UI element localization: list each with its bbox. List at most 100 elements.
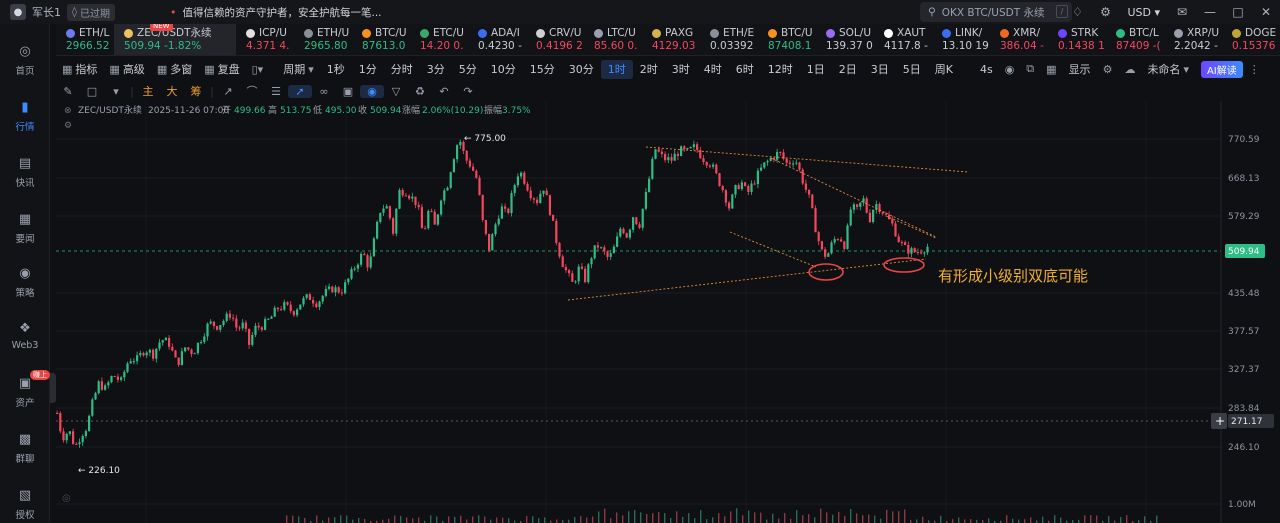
dropdown-icon[interactable]: ▾ [113, 84, 119, 98]
ticker-item[interactable]: BTC/U 87408.1 [758, 24, 816, 55]
sidebar-item-strategy[interactable]: ◉ 策略 [0, 266, 50, 299]
ticker-item[interactable]: XAUT 4117.8 - [874, 24, 932, 55]
trash-icon[interactable]: ♻ [415, 84, 425, 98]
crosshair-add-button[interactable] [1211, 413, 1227, 429]
candlestick-chart[interactable]: ⊗ ZEC/USDT永续 2025-11-26 07:00 开 499.66 高… [56, 101, 1280, 523]
period-option[interactable]: 2日 [838, 63, 857, 76]
candle-type-button[interactable]: ▯▾ [246, 63, 270, 76]
undo-icon[interactable]: ↶ [439, 84, 449, 98]
period-option[interactable]: 12时 [767, 63, 793, 76]
period-option[interactable]: 分时 [390, 63, 413, 76]
eye-icon[interactable]: ◉ [360, 84, 384, 98]
ticker-item[interactable]: ETH/U 2965.80 [294, 24, 352, 55]
display-button[interactable]: 显示 [1063, 61, 1097, 77]
ticker-item[interactable]: LINK/13.10 19 [932, 24, 990, 55]
annotation-text[interactable]: 有形成小级别双底可能 [938, 267, 1088, 285]
trendline[interactable] [729, 231, 817, 268]
period-option[interactable]: 4时 [703, 63, 722, 76]
cursor-icon[interactable]: ↗ [223, 84, 233, 98]
ai-interpret-button[interactable]: AI解读 [1200, 60, 1243, 78]
ticker-item[interactable]: PAXG 4129.03 [642, 24, 700, 55]
indicators-button[interactable]: ▦ 指标 [56, 61, 103, 77]
sidebar-item-market[interactable]: ▮ 行情 [0, 100, 50, 133]
period-option[interactable]: 3分 [426, 63, 445, 76]
ruler-icon[interactable]: ☰ [271, 84, 281, 98]
lock-icon[interactable]: ▣ [342, 84, 354, 98]
period-option[interactable]: 10分 [490, 63, 516, 76]
currency-select[interactable]: USD ▾ [1119, 6, 1168, 19]
ticker-item[interactable]: BTC/L 87409 -( [1106, 24, 1164, 55]
fullscreen-icon[interactable]: ⧉ [1026, 62, 1035, 75]
collapse-icon[interactable]: ⊗ [64, 106, 72, 116]
advanced-button[interactable]: ▦ 高级 [103, 61, 150, 77]
camera-icon[interactable]: ◉ [1004, 62, 1015, 76]
ticker-item[interactable]: SOL/U 139.37 0 [816, 24, 874, 55]
trendline[interactable] [885, 215, 937, 239]
bell-icon[interactable]: ♢ [1072, 5, 1083, 19]
ticker-item[interactable]: NEW ZEC/USDT永续 509.94 -1.82% [114, 24, 236, 55]
expired-badge[interactable]: ◊ 已过期 [67, 3, 115, 21]
period-option[interactable]: 3时 [671, 63, 690, 76]
chart-collapse-icon[interactable]: ◎ [62, 493, 71, 504]
search-input[interactable]: OKX BTC/USDT 永续 [941, 6, 1045, 19]
settings-icon[interactable]: ⚙ [1100, 5, 1111, 19]
period-option[interactable]: 5日 [902, 63, 921, 76]
magnet-icon[interactable]: ⌒ [246, 85, 258, 98]
seconds-label[interactable]: 4s [979, 62, 993, 76]
search-box[interactable]: ⚲ OKX BTC/USDT 永续 / [920, 2, 1072, 22]
chips-icon[interactable]: 筹 [190, 85, 202, 98]
trendline[interactable] [770, 157, 937, 238]
chart-area[interactable]: ⊗ ZEC/USDT永续 2025-11-26 07:00 开 499.66 高… [56, 101, 1280, 523]
period-option[interactable]: 1秒 [326, 63, 345, 76]
trendline-icon[interactable]: ➚ [288, 84, 312, 98]
sidebar-item-flash[interactable]: ▤ 快讯 [0, 156, 50, 189]
layout-name-dropdown[interactable]: 未命名 ▾ [1141, 61, 1195, 77]
double-bottom-circle-right[interactable] [883, 257, 925, 273]
period-option[interactable]: 2时 [639, 63, 658, 76]
ticker-item[interactable]: ETC/U 14.20 0. [410, 24, 468, 55]
cloud-icon[interactable]: ☁ [1124, 62, 1136, 76]
sidebar-item-headlines[interactable]: ▦ 要闻 [0, 212, 50, 245]
period-option[interactable]: 1日 [806, 63, 825, 76]
period-option[interactable]: 1时 [600, 59, 633, 79]
user-area[interactable]: ● 军长1 ◊ 已过期 [0, 3, 170, 21]
period-option[interactable]: 5分 [458, 63, 477, 76]
ticker-item[interactable]: STRK 0.1438 1 [1048, 24, 1106, 55]
sidebar-item-assets[interactable]: 赚上 ▣ 资产 [0, 370, 50, 409]
period-dropdown[interactable]: 周期 ▾ [277, 61, 320, 77]
trendline[interactable] [567, 258, 927, 301]
period-option[interactable]: 30分 [568, 63, 594, 76]
link-icon[interactable]: ∞ [319, 84, 329, 98]
ticker-item[interactable]: ETH/E 0.03392 [700, 24, 758, 55]
main-force-icon[interactable]: 主 [142, 85, 154, 98]
period-option[interactable]: 15分 [529, 63, 555, 76]
avatar[interactable]: ● [10, 4, 26, 20]
chart-settings-icon[interactable]: ⚙ [1102, 62, 1113, 76]
sidebar-item-authorize[interactable]: ▧ 授权 [0, 488, 50, 521]
ticker-item[interactable]: BTC/U 87613.0 [352, 24, 410, 55]
big-order-icon[interactable]: 大 [166, 85, 178, 98]
double-bottom-circle-left[interactable] [808, 263, 844, 281]
period-option[interactable]: 1分 [358, 63, 377, 76]
notice-text[interactable]: 值得信赖的资产守护者，安全护航每一笔... [182, 6, 382, 19]
ticker-item[interactable]: XRP/U 2.2042 - [1164, 24, 1222, 55]
trendline[interactable] [645, 146, 969, 173]
mail-icon[interactable]: ✉ [1176, 5, 1188, 19]
ticker-item[interactable]: ICP/U 4.371 4. [236, 24, 294, 55]
period-option[interactable]: 6时 [735, 63, 754, 76]
period-option[interactable]: 周K [934, 63, 953, 76]
minimize-icon[interactable]: — [1204, 5, 1216, 19]
ticker-item[interactable]: CRV/U 0.4196 2 [526, 24, 584, 55]
sidebar-item-web3[interactable]: ❖ Web3 [0, 321, 50, 351]
sidebar-collapse-handle[interactable] [50, 373, 56, 403]
layout-icon[interactable]: ▦ [1046, 62, 1057, 76]
replay-button[interactable]: ▦ 复盘 [198, 61, 245, 77]
redo-icon[interactable]: ↷ [463, 84, 473, 98]
close-icon[interactable]: ✕ [1260, 5, 1272, 19]
ticker-item[interactable]: XMR/386.04 - [990, 24, 1048, 55]
multi-window-button[interactable]: ▦ 多窗 [151, 61, 198, 77]
sidebar-item-chat[interactable]: ▩ 群聊 [0, 432, 50, 465]
settings-circle-icon[interactable]: ⚙ [64, 121, 72, 131]
pencil-icon[interactable]: ✎ [63, 84, 73, 98]
period-option[interactable]: 3日 [870, 63, 889, 76]
